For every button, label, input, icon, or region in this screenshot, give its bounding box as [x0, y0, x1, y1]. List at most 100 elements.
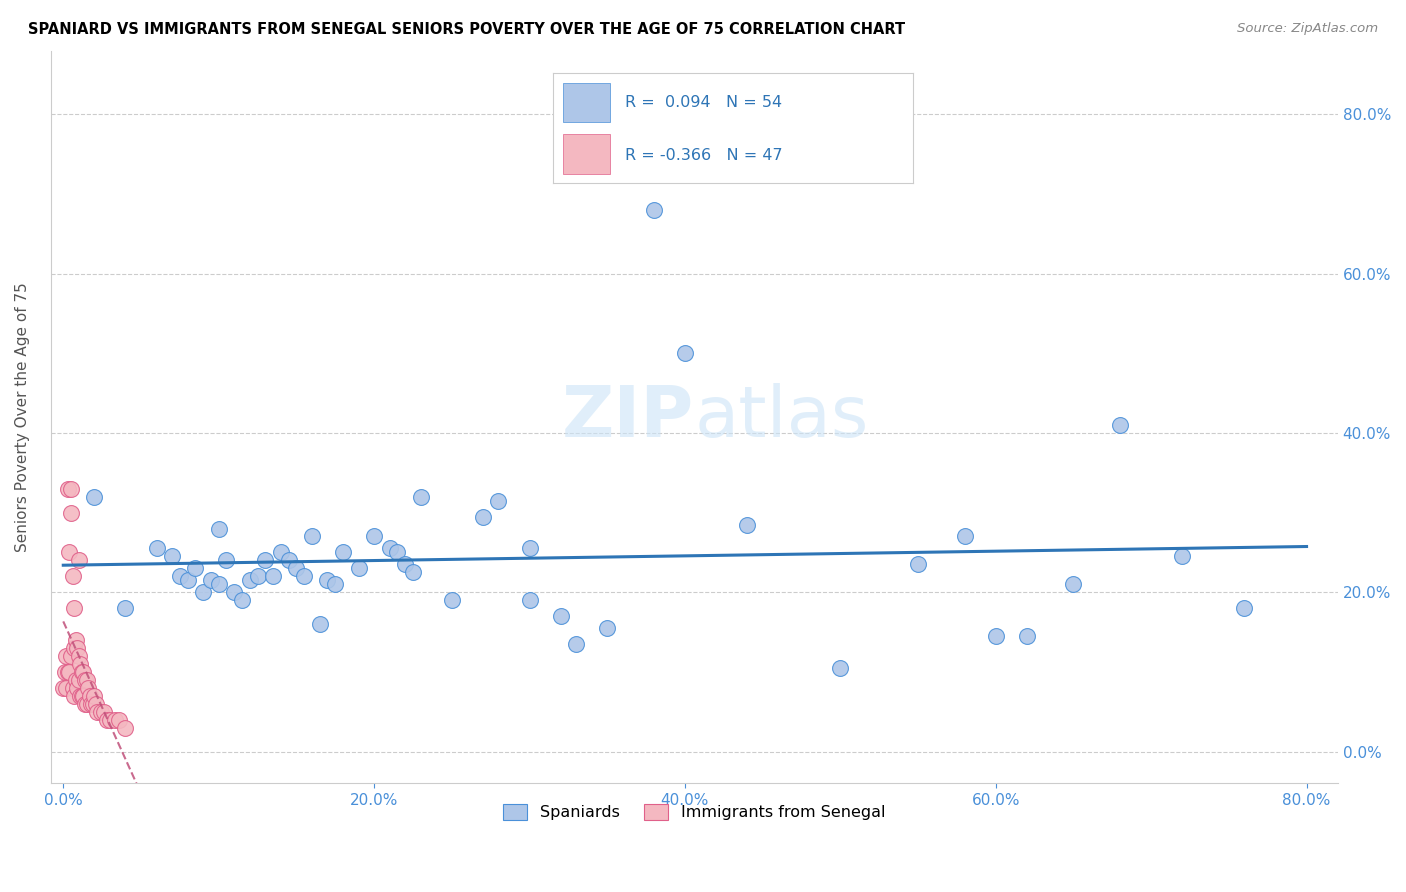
Point [191, 585, 214, 599]
Text: SPANIARD VS IMMIGRANTS FROM SENEGAL SENIORS POVERTY OVER THE AGE OF 75 CORRELATI: SPANIARD VS IMMIGRANTS FROM SENEGAL SENI… [28, 22, 905, 37]
Point [596, 621, 619, 635]
Point [108, 713, 131, 727]
Point [402, 566, 425, 580]
Point [208, 577, 231, 591]
Point [82, 697, 104, 711]
Point [65, 673, 87, 687]
Point [160, 549, 183, 564]
Point [114, 721, 136, 735]
Point [224, 585, 246, 599]
Point [231, 593, 253, 607]
Point [58, 665, 80, 679]
Point [519, 541, 541, 556]
Point [80, 697, 103, 711]
Point [86, 705, 108, 719]
Point [83, 490, 105, 504]
Point [70, 689, 93, 703]
Point [378, 541, 401, 556]
Point [270, 545, 292, 559]
Point [145, 541, 167, 556]
Point [60, 506, 83, 520]
Point [471, 509, 494, 524]
Point [208, 522, 231, 536]
Point [316, 574, 339, 588]
Legend: Spaniards, Immigrants from Senegal: Spaniards, Immigrants from Senegal [496, 797, 891, 827]
Point [90, 705, 112, 719]
Point [953, 529, 976, 543]
Point [114, 601, 136, 615]
Point [169, 569, 191, 583]
Point [277, 553, 299, 567]
Point [103, 713, 125, 727]
Point [332, 545, 354, 559]
Point [440, 593, 463, 607]
Point [76, 697, 98, 711]
Point [643, 202, 665, 217]
Point [200, 574, 222, 588]
Point [79, 689, 101, 703]
Point [409, 490, 432, 504]
Point [60, 482, 83, 496]
Point [984, 629, 1007, 643]
Point [184, 561, 207, 575]
Point [308, 617, 330, 632]
Point [387, 545, 409, 559]
Point [69, 689, 91, 703]
Point [77, 681, 100, 695]
Point [215, 553, 238, 567]
Point [486, 493, 509, 508]
Point [66, 681, 89, 695]
Text: ZIP: ZIP [562, 383, 695, 451]
Point [66, 640, 89, 655]
Point [67, 673, 90, 687]
Point [673, 346, 696, 360]
Point [96, 713, 118, 727]
Text: atlas: atlas [695, 383, 869, 451]
Point [176, 574, 198, 588]
Point [239, 574, 262, 588]
Point [62, 569, 84, 583]
Point [565, 637, 588, 651]
Point [60, 648, 83, 663]
Point [67, 553, 90, 567]
Point [1171, 549, 1194, 564]
Point [58, 545, 80, 559]
Point [735, 517, 758, 532]
Point [1062, 577, 1084, 591]
Point [246, 569, 269, 583]
Point [55, 648, 77, 663]
Point [254, 553, 277, 567]
Point [550, 609, 572, 624]
Point [70, 665, 93, 679]
Point [519, 593, 541, 607]
Point [73, 673, 96, 687]
Point [56, 665, 79, 679]
Point [907, 558, 929, 572]
Point [285, 561, 308, 575]
Point [63, 689, 86, 703]
Point [53, 665, 76, 679]
Text: Source: ZipAtlas.com: Source: ZipAtlas.com [1237, 22, 1378, 36]
Point [83, 689, 105, 703]
Point [323, 577, 346, 591]
Point [98, 713, 121, 727]
Point [56, 482, 79, 496]
Point [363, 529, 385, 543]
Point [1109, 417, 1132, 432]
Point [93, 705, 115, 719]
Point [1233, 601, 1256, 615]
Point [347, 561, 370, 575]
Point [84, 697, 107, 711]
Point [62, 681, 84, 695]
Point [63, 601, 86, 615]
Point [65, 633, 87, 648]
Point [73, 697, 96, 711]
Point [69, 657, 91, 671]
Point [76, 673, 98, 687]
Point [63, 640, 86, 655]
Point [1015, 629, 1038, 643]
Point [55, 681, 77, 695]
Point [72, 689, 94, 703]
Point [72, 665, 94, 679]
Point [830, 661, 852, 675]
